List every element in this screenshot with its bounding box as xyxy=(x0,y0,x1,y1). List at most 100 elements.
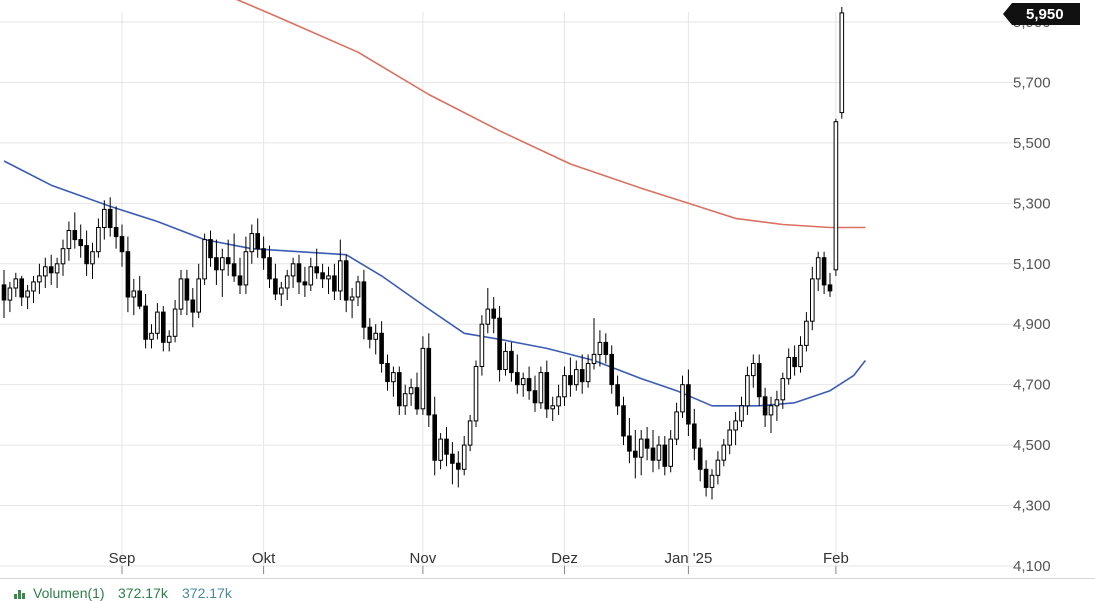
candle-body xyxy=(414,387,420,410)
candle-body xyxy=(491,308,496,319)
candle-body xyxy=(367,326,373,340)
candle-body xyxy=(562,375,567,398)
candle-body xyxy=(810,278,815,322)
candle-body xyxy=(373,332,378,340)
last-value-bg xyxy=(1003,3,1080,25)
y-tick-label: 5,700 xyxy=(1013,74,1051,91)
y-tick-label: 5,300 xyxy=(1013,195,1051,212)
candle-body xyxy=(627,435,632,452)
candle-body xyxy=(792,357,797,368)
candle-body xyxy=(208,239,213,259)
candle-body xyxy=(739,405,744,422)
candle-body xyxy=(214,257,219,271)
candle-body xyxy=(697,447,703,470)
candle-body xyxy=(638,438,644,458)
candle-body xyxy=(774,399,780,407)
candle-body xyxy=(520,378,526,386)
candle-body xyxy=(509,350,514,374)
candle-body xyxy=(25,290,30,298)
candle-body xyxy=(751,363,756,377)
candle-body xyxy=(821,257,827,286)
candle-body xyxy=(833,121,839,271)
candle-body xyxy=(338,260,343,292)
sma-long-series xyxy=(235,0,866,229)
candle-body xyxy=(438,438,443,461)
x-tick-label: Sep xyxy=(109,550,136,567)
candle-body xyxy=(391,372,396,383)
candle-body xyxy=(680,384,685,413)
candle-body xyxy=(579,369,585,383)
candle-body xyxy=(550,405,556,410)
candle-body xyxy=(544,372,550,410)
y-axis: 5,9005,7005,5005,3005,1004,9004,7004,500… xyxy=(1013,14,1051,575)
candle-body xyxy=(48,266,54,274)
candle-body xyxy=(515,372,520,386)
candle-body xyxy=(733,420,738,431)
candle-body xyxy=(574,369,579,386)
candle-body xyxy=(780,378,786,401)
candle-body xyxy=(485,308,491,325)
candle-body xyxy=(302,281,308,286)
candle-body xyxy=(332,275,337,292)
candle-body xyxy=(178,278,184,310)
y-tick-label: 4,900 xyxy=(1013,316,1051,333)
candle-body xyxy=(497,317,502,371)
candle-body xyxy=(296,263,302,283)
candle-body xyxy=(19,278,24,298)
candle-body xyxy=(243,251,249,286)
volume-label: Volumen(1) xyxy=(33,585,105,601)
candle-body xyxy=(408,387,414,395)
candle-body xyxy=(308,266,314,286)
candle-body xyxy=(161,311,166,343)
candle-body xyxy=(107,208,113,228)
candle-body xyxy=(591,353,597,364)
candle-body xyxy=(202,239,207,280)
candle-body xyxy=(727,429,733,446)
candle-body xyxy=(721,444,727,461)
candle-body xyxy=(568,375,573,386)
sma-short-line xyxy=(3,160,867,407)
volume-value-2: 372.17k xyxy=(182,585,232,601)
candle-body xyxy=(249,233,255,253)
candle-body xyxy=(432,414,437,461)
candle-body xyxy=(326,275,331,280)
candle-body xyxy=(66,230,72,250)
candle-body xyxy=(745,375,750,407)
candle-body xyxy=(90,251,95,265)
candle-body xyxy=(385,363,390,383)
candle-body xyxy=(155,311,160,334)
candle-body xyxy=(538,372,544,404)
last-value-badge: 5,950 xyxy=(1003,3,1080,25)
candle-body xyxy=(668,438,674,467)
price-chart: 5,9005,7005,5005,3005,1004,9004,7004,500… xyxy=(0,0,1080,575)
candle-body xyxy=(131,290,137,298)
candle-body xyxy=(473,366,479,422)
candle-body xyxy=(621,405,626,437)
candle-body xyxy=(703,468,709,488)
candle-body xyxy=(402,393,408,407)
candle-body xyxy=(166,335,172,343)
candle-body xyxy=(450,453,455,464)
candle-body xyxy=(461,444,467,470)
candle-body xyxy=(1,284,7,301)
candle-body xyxy=(284,275,290,289)
volume-value-1: 372.17k xyxy=(118,585,168,601)
candle-body xyxy=(84,245,89,265)
candle-body xyxy=(237,275,243,286)
candle-body xyxy=(225,257,231,265)
candle-body xyxy=(686,384,691,425)
candle-body xyxy=(96,227,101,253)
candle-body xyxy=(190,299,196,313)
candle-body xyxy=(60,248,66,265)
x-tick-label: Okt xyxy=(252,550,276,567)
candle-body xyxy=(656,444,662,461)
candle-body xyxy=(31,281,36,292)
candle-body xyxy=(674,411,679,440)
candle-body xyxy=(662,444,668,467)
x-tick-label: Dez xyxy=(551,550,578,567)
volume-legend: Volumen(1) 372.17k 372.17k xyxy=(0,578,1095,601)
candle-body xyxy=(804,320,809,346)
candle-body xyxy=(644,438,650,449)
candle-body xyxy=(125,251,131,298)
candle-body xyxy=(615,384,620,407)
